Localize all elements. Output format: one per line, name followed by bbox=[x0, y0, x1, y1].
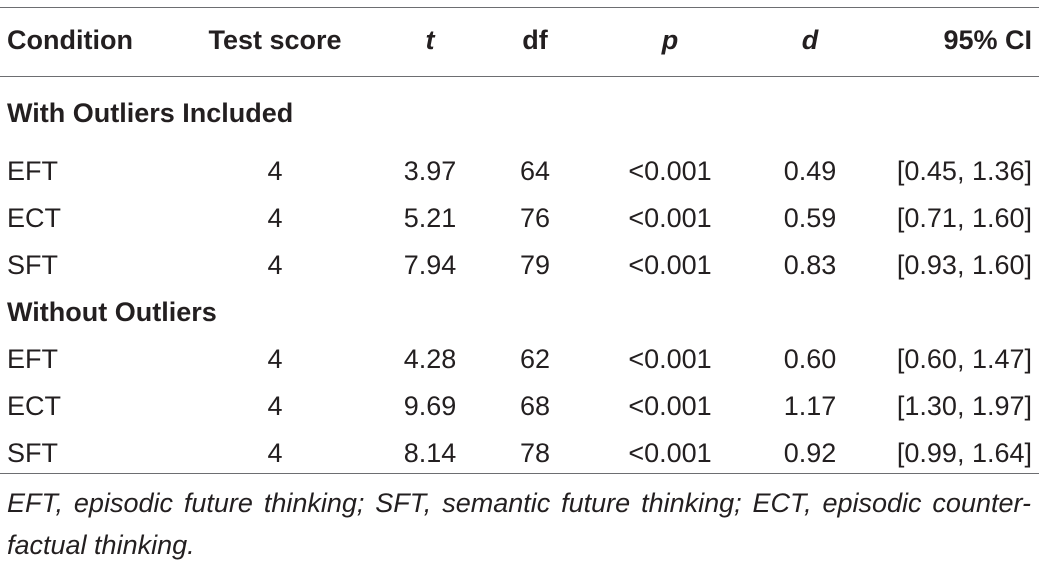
bottom-rule bbox=[0, 473, 1039, 474]
cell-ci: [0.71, 1.60] bbox=[896, 203, 1032, 233]
cell-test-score: 4 bbox=[267, 156, 283, 186]
table-row: EFT 4 4.28 62 <0.001 0.60 [0.60, 1.47] bbox=[0, 336, 1039, 383]
header-ci: 95% CI bbox=[943, 24, 1032, 55]
top-rule bbox=[0, 7, 1039, 8]
cell-ci: [0.99, 1.64] bbox=[896, 438, 1032, 468]
cell-test-score: 4 bbox=[267, 391, 283, 421]
cell-condition: EFT bbox=[7, 344, 58, 374]
header-df: df bbox=[522, 24, 548, 55]
cell-d: 0.59 bbox=[783, 203, 837, 233]
cell-condition: ECT bbox=[7, 203, 61, 233]
header-row: Condition Test score t df p d 95% CI bbox=[0, 0, 1039, 76]
cell-t: 9.69 bbox=[403, 391, 457, 421]
section-title: With Outliers Included bbox=[7, 97, 294, 128]
cell-test-score: 4 bbox=[267, 203, 283, 233]
cell-p: <0.001 bbox=[628, 344, 712, 374]
cell-p: <0.001 bbox=[628, 203, 712, 233]
header-test-score: Test score bbox=[208, 24, 342, 55]
table-row: SFT 4 8.14 78 <0.001 0.92 [0.99, 1.64] bbox=[0, 430, 1039, 477]
header-t: t bbox=[425, 24, 435, 55]
cell-ci: [0.45, 1.36] bbox=[896, 156, 1032, 186]
cell-df: 64 bbox=[519, 156, 551, 186]
cell-condition: SFT bbox=[7, 250, 58, 280]
cell-df: 79 bbox=[519, 250, 551, 280]
cell-ci: [0.93, 1.60] bbox=[896, 250, 1032, 280]
cell-t: 4.28 bbox=[403, 344, 457, 374]
cell-d: 0.60 bbox=[783, 344, 837, 374]
cell-df: 68 bbox=[519, 391, 551, 421]
cell-d: 0.92 bbox=[783, 438, 837, 468]
cell-test-score: 4 bbox=[267, 250, 283, 280]
results-table: Condition Test score t df p d 95% CI Wit… bbox=[0, 0, 1039, 477]
cell-test-score: 4 bbox=[267, 438, 283, 468]
table-row: ECT 4 9.69 68 <0.001 1.17 [1.30, 1.97] bbox=[0, 383, 1039, 430]
cell-t: 8.14 bbox=[403, 438, 457, 468]
cell-test-score: 4 bbox=[267, 344, 283, 374]
table-footnote: EFT, episodic future thinking; SFT, sema… bbox=[7, 488, 1031, 560]
table-row: EFT 4 3.97 64 <0.001 0.49 [0.45, 1.36] bbox=[0, 148, 1039, 195]
cell-p: <0.001 bbox=[628, 156, 712, 186]
cell-t: 7.94 bbox=[403, 250, 457, 280]
cell-t: 5.21 bbox=[403, 203, 457, 233]
cell-df: 78 bbox=[519, 438, 551, 468]
cell-df: 62 bbox=[519, 344, 551, 374]
header-d: d bbox=[801, 24, 819, 55]
cell-d: 0.83 bbox=[783, 250, 837, 280]
header-rule bbox=[0, 76, 1039, 77]
cell-t: 3.97 bbox=[403, 156, 457, 186]
header-condition: Condition bbox=[7, 24, 133, 55]
cell-df: 76 bbox=[519, 203, 551, 233]
cell-p: <0.001 bbox=[628, 438, 712, 468]
cell-p: <0.001 bbox=[628, 391, 712, 421]
cell-ci: [0.60, 1.47] bbox=[896, 344, 1032, 374]
section-title: Without Outliers bbox=[7, 297, 217, 327]
section-row: Without Outliers bbox=[0, 289, 1039, 336]
cell-condition: EFT bbox=[7, 156, 58, 186]
cell-d: 1.17 bbox=[783, 391, 837, 421]
section-row: With Outliers Included bbox=[0, 76, 1039, 148]
table-row: ECT 4 5.21 76 <0.001 0.59 [0.71, 1.60] bbox=[0, 195, 1039, 242]
cell-p: <0.001 bbox=[628, 250, 712, 280]
table-row: SFT 4 7.94 79 <0.001 0.83 [0.93, 1.60] bbox=[0, 242, 1039, 289]
cell-condition: SFT bbox=[7, 438, 58, 468]
cell-ci: [1.30, 1.97] bbox=[896, 391, 1032, 421]
cell-d: 0.49 bbox=[783, 156, 837, 186]
cell-condition: ECT bbox=[7, 391, 61, 421]
header-p: p bbox=[661, 24, 679, 55]
